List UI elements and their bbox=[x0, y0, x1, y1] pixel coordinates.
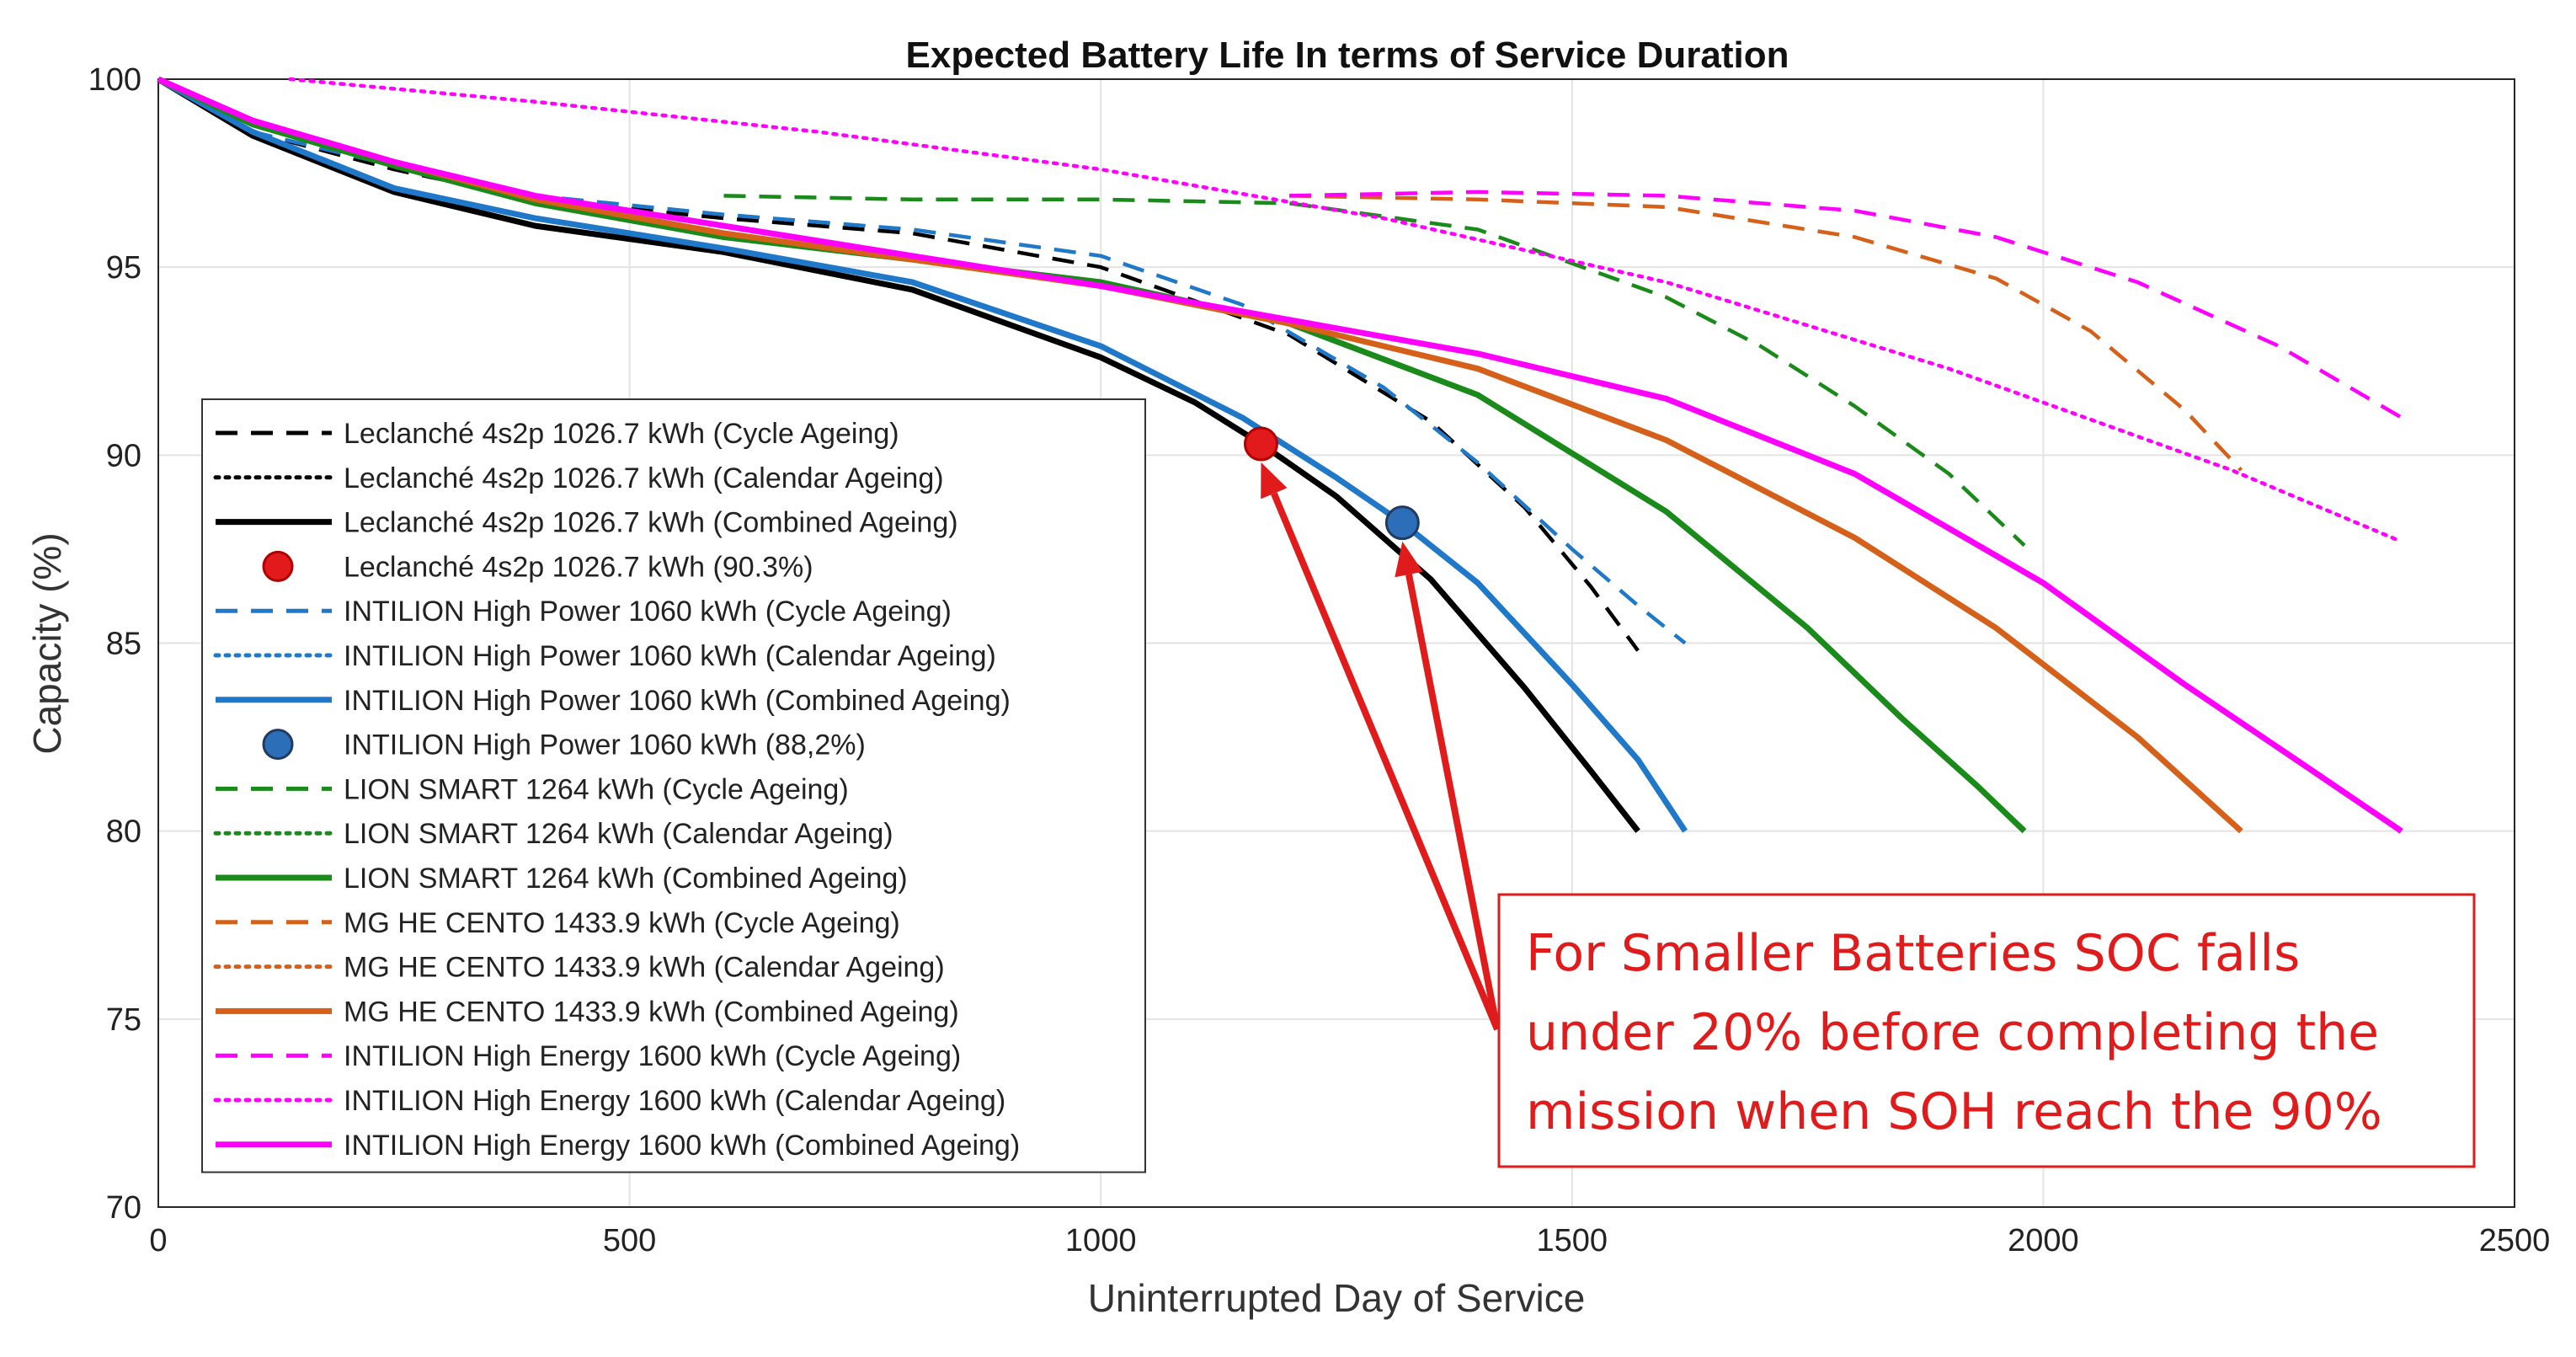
x-tick-label: 500 bbox=[603, 1223, 656, 1258]
x-tick-label: 2000 bbox=[2008, 1223, 2079, 1258]
chart-title: Expected Battery Life In terms of Servic… bbox=[906, 35, 1789, 76]
legend-label: INTILION High Power 1060 kWh (Combined A… bbox=[344, 685, 1011, 717]
series-line-15 bbox=[288, 77, 2403, 544]
legend-label: Leclanché 4s2p 1026.7 kWh (Calendar Agei… bbox=[344, 462, 944, 494]
y-tick-label: 90 bbox=[106, 438, 141, 473]
legend-label: MG HE CENTO 1433.9 kWh (Calendar Ageing) bbox=[344, 952, 945, 984]
legend-label: LION SMART 1264 kWh (Calendar Ageing) bbox=[344, 818, 893, 850]
legend-label: INTILION High Power 1060 kWh (Calendar A… bbox=[344, 640, 996, 672]
x-axis-label: Uninterrupted Day of Service bbox=[1088, 1276, 1586, 1320]
markers-group bbox=[1243, 426, 1420, 541]
legend-swatch bbox=[262, 729, 294, 761]
y-tick-label: 85 bbox=[106, 627, 141, 662]
y-tick-label: 75 bbox=[106, 1002, 141, 1038]
legend-label: INTILION High Power 1060 kWh (Cycle Agei… bbox=[344, 596, 952, 628]
y-tick-label: 95 bbox=[106, 250, 141, 286]
legend-label: INTILION High Power 1060 kWh (88,2%) bbox=[344, 729, 866, 761]
annotation-box bbox=[1497, 893, 2476, 1168]
series-line-6 bbox=[157, 76, 1688, 833]
legend-label: Leclanché 4s2p 1026.7 kWh (Combined Agei… bbox=[344, 507, 958, 539]
series-line-0 bbox=[157, 77, 1640, 652]
annotation-text-line: For Smaller Batteries SOC falls bbox=[1526, 924, 2300, 983]
point-marker-7 bbox=[1384, 505, 1420, 541]
annotation-arrowhead-0 bbox=[1261, 462, 1288, 500]
tick-labels: 0 500 1000 1500 2000 2500 70 75 80 85 90 95 100 bbox=[88, 62, 2551, 1258]
legend-label: LION SMART 1264 kWh (Combined Ageing) bbox=[344, 863, 908, 895]
legend-box bbox=[201, 398, 1146, 1173]
point-marker-3 bbox=[1243, 426, 1278, 462]
x-tick-label: 0 bbox=[149, 1223, 167, 1258]
annotation-arrow-0 bbox=[1271, 492, 1501, 1031]
series-group bbox=[157, 76, 2403, 834]
y-tick-label: 80 bbox=[106, 815, 141, 850]
legend-label: LION SMART 1264 kWh (Cycle Ageing) bbox=[344, 773, 849, 805]
legend-swatch bbox=[262, 550, 294, 582]
series-line-16 bbox=[157, 76, 2403, 834]
plot-area bbox=[157, 78, 2515, 1208]
y-tick-label: 70 bbox=[106, 1190, 141, 1226]
legend-label: MG HE CENTO 1433.9 kWh (Cycle Ageing) bbox=[344, 907, 900, 939]
legend-label: Leclanché 4s2p 1026.7 kWh (90.3%) bbox=[344, 551, 813, 583]
y-axis-label: Capacity (%) bbox=[25, 532, 69, 754]
legend-label: INTILION High Energy 1600 kWh (Calendar … bbox=[344, 1085, 1005, 1117]
annotation-text-line: mission when SOH reach the 90% bbox=[1526, 1082, 2382, 1141]
series-line-11 bbox=[1288, 194, 2243, 472]
x-tick-label: 2500 bbox=[2479, 1223, 2551, 1258]
annotation-text-line: under 20% before completing the bbox=[1526, 1003, 2379, 1062]
legend: Leclanché 4s2p 1026.7 kWh (Cycle Ageing)… bbox=[201, 398, 1146, 1173]
legend-label: INTILION High Energy 1600 kWh (Combined … bbox=[344, 1130, 1020, 1162]
series-line-2 bbox=[157, 76, 1640, 833]
series-line-14 bbox=[1288, 190, 2403, 419]
series-line-8 bbox=[723, 194, 2026, 548]
y-tick-label: 100 bbox=[88, 62, 141, 98]
annotation: For Smaller Batteries SOC falls under 20%… bbox=[1261, 462, 2476, 1168]
annotation-arrow-1 bbox=[1405, 574, 1501, 1030]
legend-label: MG HE CENTO 1433.9 kWh (Combined Ageing) bbox=[344, 996, 959, 1028]
annotation-arrowhead-1 bbox=[1395, 541, 1423, 578]
x-tick-label: 1500 bbox=[1537, 1223, 1608, 1258]
legend-label: INTILION High Energy 1600 kWh (Cycle Age… bbox=[344, 1040, 961, 1072]
x-tick-label: 1000 bbox=[1065, 1223, 1137, 1258]
legend-label: Leclanché 4s2p 1026.7 kWh (Cycle Ageing) bbox=[344, 418, 899, 450]
